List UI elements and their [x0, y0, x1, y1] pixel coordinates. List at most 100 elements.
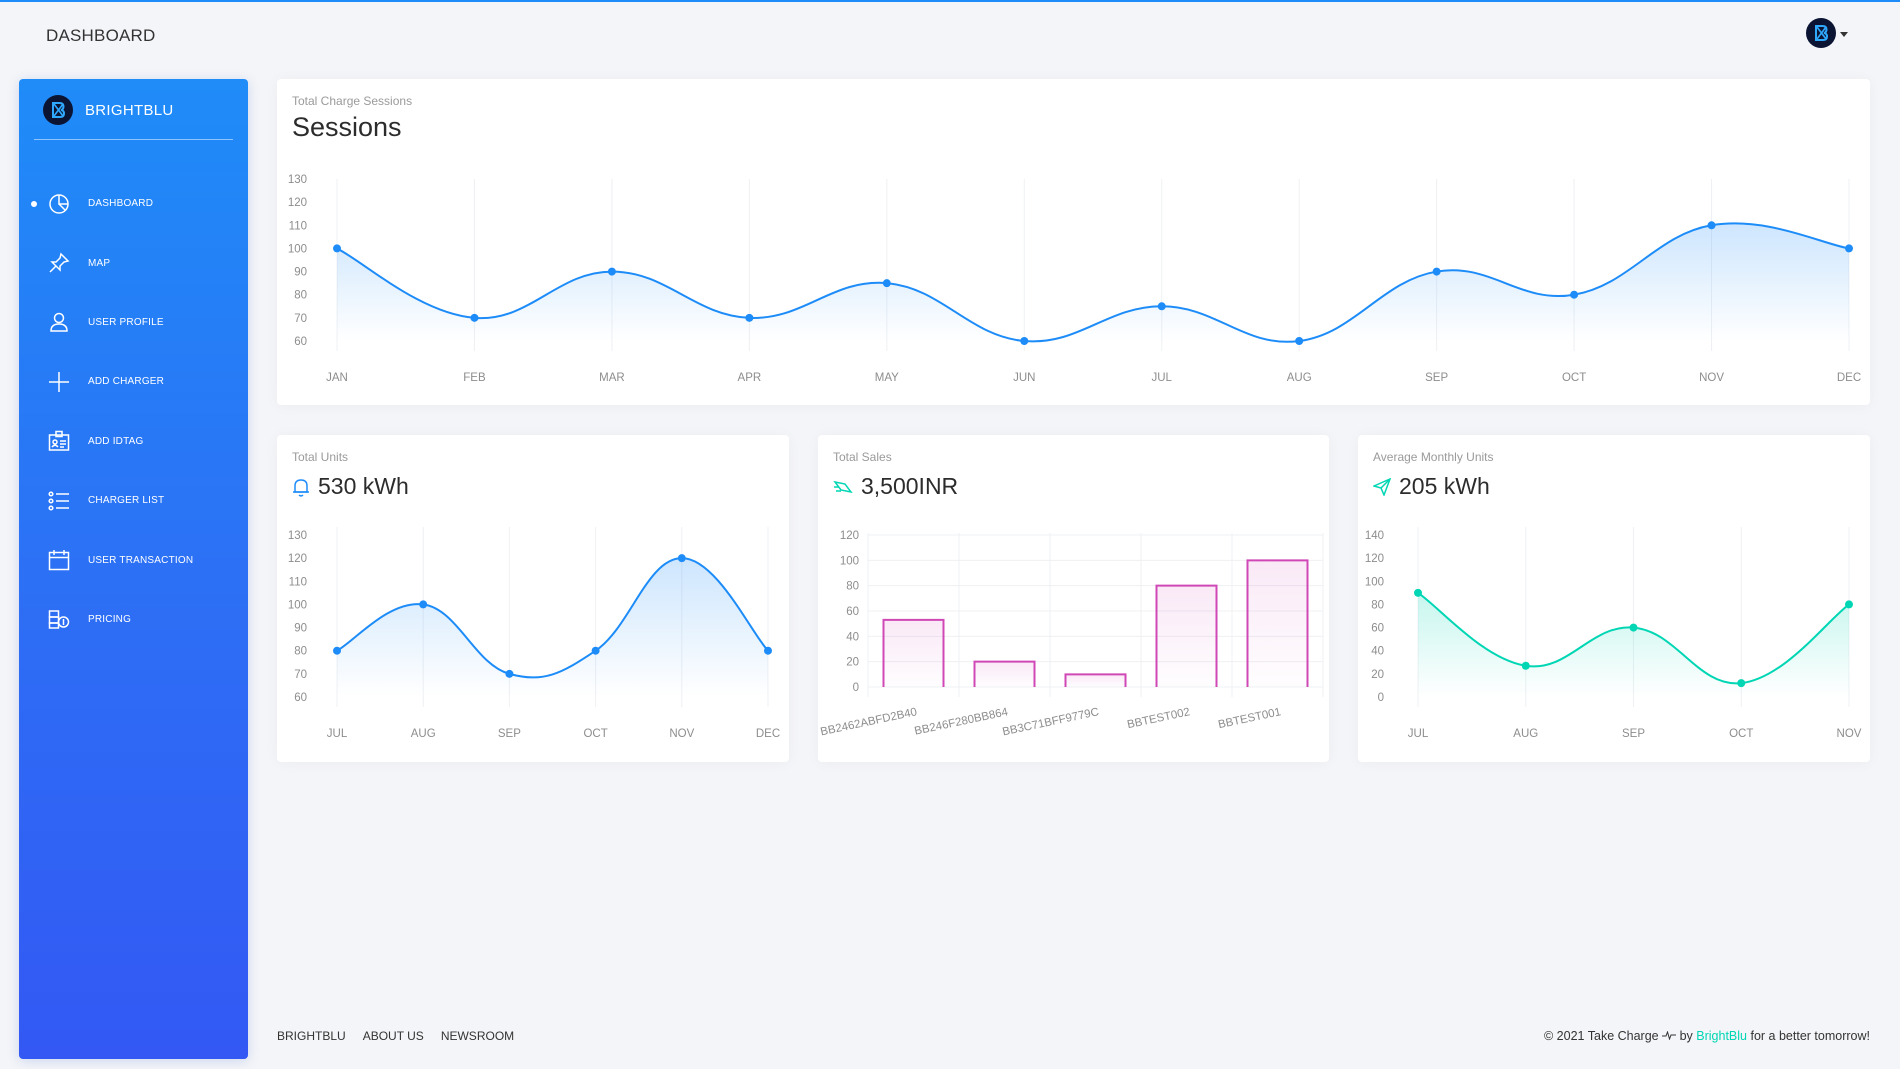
y-tick-label: 0: [1378, 692, 1384, 704]
sidebar-item-label: MAP: [88, 257, 111, 269]
bell-icon: [293, 478, 309, 497]
bar: [1155, 584, 1218, 687]
x-tick-label: OCT: [1729, 728, 1753, 740]
series-area: [1418, 592, 1849, 697]
data-point: [1414, 588, 1422, 597]
heartbeat-icon: [1662, 1030, 1677, 1041]
data-point: [1845, 600, 1853, 609]
bar-fill: [1247, 560, 1308, 687]
sidebar-item-user-transaction[interactable]: USER TRANSACTION: [19, 530, 248, 589]
sidebar-item-user-profile[interactable]: USER PROFILE: [19, 293, 248, 352]
x-tick-label: BBTEST002: [1126, 706, 1191, 731]
sidebar-item-label: USER PROFILE: [88, 316, 164, 328]
data-point: [333, 244, 341, 253]
data-point: [1432, 267, 1441, 276]
bar: [1064, 673, 1127, 687]
page-title: DASHBOARD: [46, 26, 156, 45]
x-tick-label: AUG: [1287, 372, 1312, 384]
y-tick-label: 60: [294, 336, 307, 348]
x-tick-label: FEB: [463, 372, 486, 384]
brand-logo-icon: [43, 95, 73, 125]
badge-icon: [47, 429, 71, 453]
series-area: [337, 558, 768, 697]
bar-fill: [883, 619, 944, 687]
sidebar-item-add-charger[interactable]: ADD CHARGER: [19, 352, 248, 411]
data-point: [764, 646, 772, 655]
y-tick-label: 90: [294, 623, 307, 635]
x-tick-label: MAY: [875, 372, 899, 384]
y-tick-label: 70: [294, 313, 307, 325]
x-tick-label: MAR: [599, 372, 625, 384]
footer-link-brightblu[interactable]: BRIGHTBLU: [277, 1029, 346, 1043]
card-category: Total Sales: [833, 450, 892, 464]
data-point: [607, 267, 616, 276]
top-accent-line: [0, 0, 1900, 2]
y-tick-label: 70: [294, 669, 307, 681]
data-point: [470, 313, 479, 322]
sessions-line-chart: 60 70 80 90 100 110 120 130 JAN FEB MAR APR MAY JUN JU…: [288, 174, 1861, 384]
units-line-chart: 60 70 80 90 100 110 120 130 JUL AUG SEP OCT NOV DEC: [288, 527, 780, 740]
x-tick-label: AUG: [411, 728, 436, 740]
y-tick-label: 120: [288, 553, 307, 565]
data-point: [882, 279, 891, 288]
bar-fill: [1156, 585, 1217, 687]
y-tick-label: 80: [294, 290, 307, 302]
total-sales-card: Total Sales 3,500INR 0 20 40 60 80 100 120 BB24…: [818, 435, 1329, 762]
card-title: 205 kWh: [1373, 473, 1490, 500]
x-tick-label: OCT: [1562, 372, 1586, 384]
y-tick-label: 130: [288, 530, 307, 542]
sidebar: BRIGHTBLU DASHBOARD MAP USER PROFILE: [19, 79, 248, 1059]
copyright-by: by: [1679, 1029, 1693, 1043]
brand-divider: [34, 139, 233, 140]
user-icon: [47, 310, 71, 334]
sidebar-item-label: ADD IDTAG: [88, 435, 144, 447]
data-point: [505, 669, 514, 678]
user-menu[interactable]: [1806, 18, 1848, 48]
data-point: [1629, 623, 1638, 632]
data-point: [745, 313, 754, 322]
chart-pie-icon: [47, 192, 71, 216]
data-point: [591, 646, 600, 655]
x-tick-label: BB246F280BB864: [913, 706, 1009, 738]
x-tick-label: JAN: [326, 372, 348, 384]
sidebar-item-add-idtag[interactable]: ADD IDTAG: [19, 412, 248, 471]
sidebar-item-dashboard[interactable]: DASHBOARD: [19, 174, 248, 233]
y-tick-label: 40: [846, 631, 859, 643]
sidebar-item-charger-list[interactable]: CHARGER LIST: [19, 471, 248, 530]
sidebar-item-label: CHARGER LIST: [88, 495, 165, 507]
y-tick-label: 60: [1371, 623, 1384, 635]
x-tick-label: SEP: [498, 728, 521, 740]
data-point: [677, 554, 686, 563]
x-tick-label: NOV: [669, 728, 694, 740]
card-category: Average Monthly Units: [1373, 450, 1494, 464]
sidebar-item-map[interactable]: MAP: [19, 233, 248, 292]
sidebar-brand[interactable]: BRIGHTBLU: [43, 95, 174, 125]
y-tick-label: 110: [289, 576, 307, 588]
x-tick-label: BBTEST001: [1217, 706, 1282, 731]
y-tick-label: 80: [1371, 599, 1384, 611]
x-tick-label: APR: [738, 372, 762, 384]
footer-links: BRIGHTBLU ABOUT US NEWSROOM: [277, 1029, 514, 1043]
y-tick-label: 100: [840, 555, 859, 567]
y-tick-label: 140: [1365, 530, 1384, 542]
y-tick-label: 120: [1365, 553, 1384, 565]
sidebar-item-pricing[interactable]: PRICING: [19, 590, 248, 649]
y-tick-label: 80: [846, 581, 859, 593]
data-point: [1157, 302, 1166, 311]
avg-monthly-units-card: Average Monthly Units 205 kWh 0 20 40 60 80 1…: [1358, 435, 1870, 762]
brand-logo-icon: [1806, 18, 1836, 48]
card-value: 530 kWh: [318, 473, 409, 499]
sidebar-item-label: ADD CHARGER: [88, 376, 165, 388]
card-title: 530 kWh: [292, 473, 409, 500]
x-tick-label: DEC: [756, 728, 780, 740]
y-tick-label: 110: [289, 220, 307, 232]
card-category: Total Units: [292, 450, 349, 464]
sessions-card: Total Charge Sessions Sessions 60 70 80 90 1…: [277, 79, 1870, 405]
data-point: [1737, 679, 1746, 688]
copyright-brand-link[interactable]: BrightBlu: [1696, 1029, 1748, 1043]
series-area: [337, 223, 1849, 342]
active-indicator: [31, 200, 37, 207]
footer-link-newsroom[interactable]: NEWSROOM: [440, 1029, 515, 1043]
y-tick-label: 80: [294, 646, 307, 658]
footer-link-about-us[interactable]: ABOUT US: [362, 1029, 424, 1043]
